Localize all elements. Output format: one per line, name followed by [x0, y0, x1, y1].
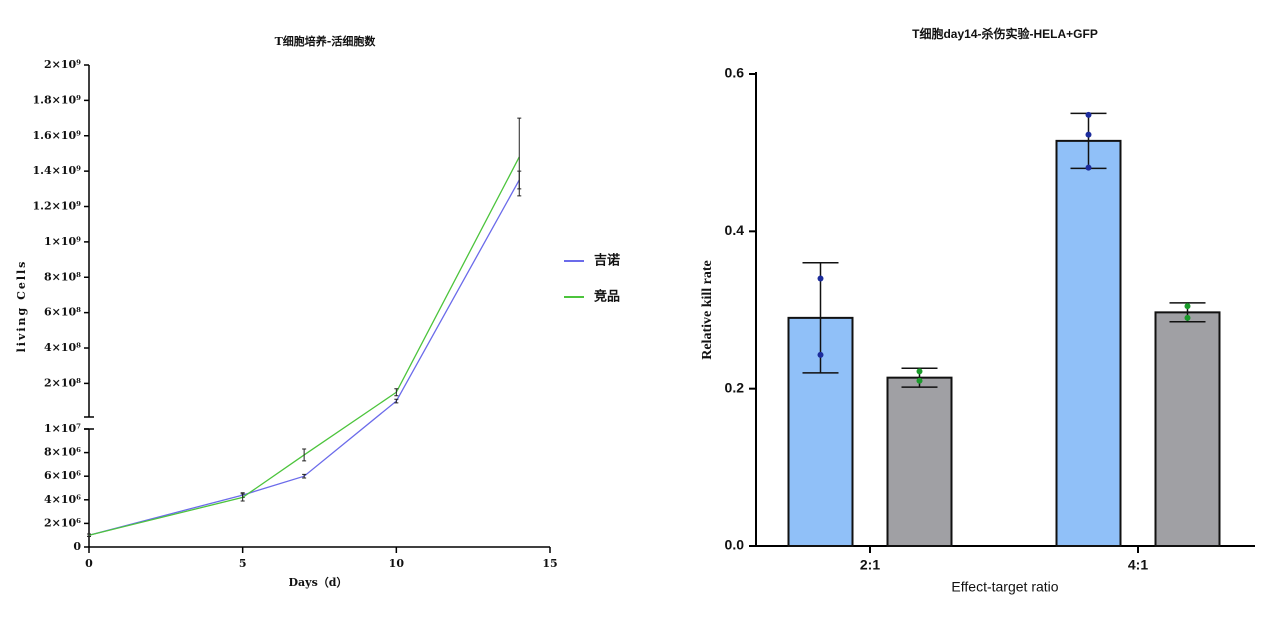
- y-axis-label: Relative kill rate: [700, 260, 715, 360]
- y-tick-label: 2×10⁸: [44, 376, 81, 389]
- y-tick-label: 6×10⁶: [44, 469, 81, 482]
- x-tick-label: 15: [542, 557, 557, 570]
- y-tick-label: 0.2: [725, 379, 745, 395]
- chart-title: T细胞day14-杀伤实验-HELA+GFP: [912, 26, 1098, 41]
- x-tick-label: 4:1: [1128, 557, 1148, 573]
- data-point: [916, 377, 923, 384]
- x-tick-label: 5: [239, 557, 247, 570]
- y-tick-label: 0.6: [725, 65, 745, 81]
- y-tick-label: 1.2×10⁹: [33, 200, 82, 213]
- error-bar: [394, 388, 399, 397]
- bar: [1154, 311, 1221, 547]
- bar: [1055, 139, 1122, 547]
- data-point: [1184, 314, 1191, 321]
- data-point: [1085, 131, 1092, 138]
- x-tick-label: 0: [85, 557, 93, 570]
- legend-label: 吉诺: [594, 253, 620, 269]
- chart-title: T细胞培养-活细胞数: [275, 34, 377, 48]
- y-tick-label: 8×10⁶: [44, 446, 81, 459]
- error-bar: [302, 473, 307, 479]
- data-point: [817, 275, 824, 282]
- error-bar: [240, 493, 245, 502]
- bar: [886, 376, 953, 547]
- y-tick-label: 8×10⁸: [44, 270, 81, 283]
- y-tick-label: 0.4: [725, 222, 745, 238]
- y-tick-label: 1×10⁷: [44, 422, 81, 435]
- y-tick-label: 0.0: [725, 537, 745, 553]
- data-point: [817, 351, 824, 358]
- y-tick-label: 4×10⁸: [44, 341, 81, 354]
- data-point: [916, 368, 923, 375]
- error-bar: [394, 398, 399, 404]
- y-tick-label: 1.4×10⁹: [33, 164, 82, 177]
- x-axis-label: Days（d）: [289, 576, 348, 589]
- error-bar: [87, 533, 91, 537]
- x-tick-label: 2:1: [860, 557, 880, 573]
- x-tick-label: 10: [389, 557, 405, 570]
- y-tick-label: 6×10⁸: [44, 306, 81, 319]
- y-tick-label: 0: [73, 540, 81, 553]
- series-line: [88, 179, 520, 536]
- y-tick-label: 2×10⁶: [44, 516, 81, 529]
- legend-label: 竞品: [594, 289, 620, 305]
- y-axis-label: living Cells: [15, 260, 28, 353]
- left-chart: T细胞培养-活细胞数 living Cells Days（d） 0 2×10⁶ 4×…: [15, 34, 620, 589]
- y-tick-label: 1.6×10⁹: [33, 129, 82, 142]
- error-bar: [517, 117, 522, 197]
- error-bar: [302, 448, 307, 462]
- y-tick-label: 1.8×10⁹: [33, 93, 82, 106]
- data-point: [1085, 164, 1092, 171]
- y-tick-label: 1×10⁹: [44, 235, 81, 248]
- right-chart: T细胞day14-杀伤实验-HELA+GFP Relative kill rat…: [700, 26, 1255, 595]
- y-tick-label: 2×10⁹: [44, 58, 81, 71]
- y-tick-label: 4×10⁶: [44, 493, 81, 506]
- x-axis-label: Effect-target ratio: [951, 579, 1058, 595]
- data-point: [1085, 111, 1092, 118]
- data-point: [1184, 303, 1191, 310]
